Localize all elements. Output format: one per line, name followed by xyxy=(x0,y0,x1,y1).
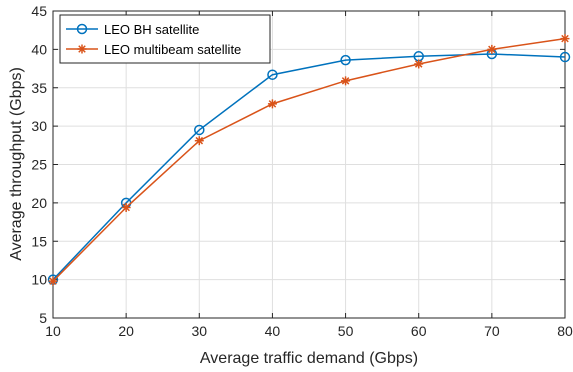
x-tick-label: 50 xyxy=(338,323,354,339)
y-tick-label: 10 xyxy=(31,272,47,288)
y-tick-label: 20 xyxy=(31,195,47,211)
legend-marker xyxy=(77,44,87,54)
data-point xyxy=(341,76,351,86)
y-tick-label: 15 xyxy=(31,233,47,249)
y-tick-label: 45 xyxy=(31,3,47,19)
data-point xyxy=(48,276,58,286)
data-point xyxy=(194,136,204,146)
x-tick-labels: 10 20 30 40 50 60 70 80 xyxy=(45,323,573,339)
data-point xyxy=(267,69,278,80)
x-tick-label: 70 xyxy=(484,323,500,339)
series-line xyxy=(52,53,566,281)
x-tick-label: 20 xyxy=(118,323,134,339)
x-tick-label: 40 xyxy=(265,323,281,339)
x-tick-label: 60 xyxy=(411,323,427,339)
legend-box xyxy=(59,14,271,64)
data-point xyxy=(559,51,571,63)
x-tick-label: 10 xyxy=(45,323,61,339)
x-tick-label: 80 xyxy=(557,323,573,339)
legend-label: LEO BH satellite xyxy=(104,22,199,37)
x-tick-label: 30 xyxy=(191,323,207,339)
y-tick-label: 25 xyxy=(31,157,47,173)
legend-label: LEO multibeam satellite xyxy=(104,42,241,57)
legend: LEO BH satellite LEO multibeam satellite xyxy=(59,14,271,64)
data-point xyxy=(194,124,205,136)
data-point xyxy=(340,54,351,66)
y-tick-labels: 5 10 15 20 25 30 35 40 45 xyxy=(31,3,47,326)
axes xyxy=(52,10,566,319)
data-point xyxy=(121,202,131,212)
y-tick-label: 35 xyxy=(31,80,47,96)
legend-marker xyxy=(76,23,88,35)
data-point xyxy=(487,44,497,54)
y-tick-label: 5 xyxy=(39,310,47,326)
y-axis-label: Average throughput (Gbps) xyxy=(8,67,25,261)
series-2 xyxy=(48,34,570,286)
series-line xyxy=(52,37,566,282)
data-point xyxy=(267,99,277,109)
x-axis-label: Average traffic demand (Gbps) xyxy=(200,350,418,367)
y-tick-label: 30 xyxy=(31,118,47,134)
data-point xyxy=(560,34,570,44)
data-point xyxy=(414,59,424,69)
legend-item: LEO multibeam satellite xyxy=(66,42,241,57)
y-tick-label: 40 xyxy=(31,41,47,57)
legend-item: LEO BH satellite xyxy=(66,22,199,37)
series-layer xyxy=(47,34,571,286)
